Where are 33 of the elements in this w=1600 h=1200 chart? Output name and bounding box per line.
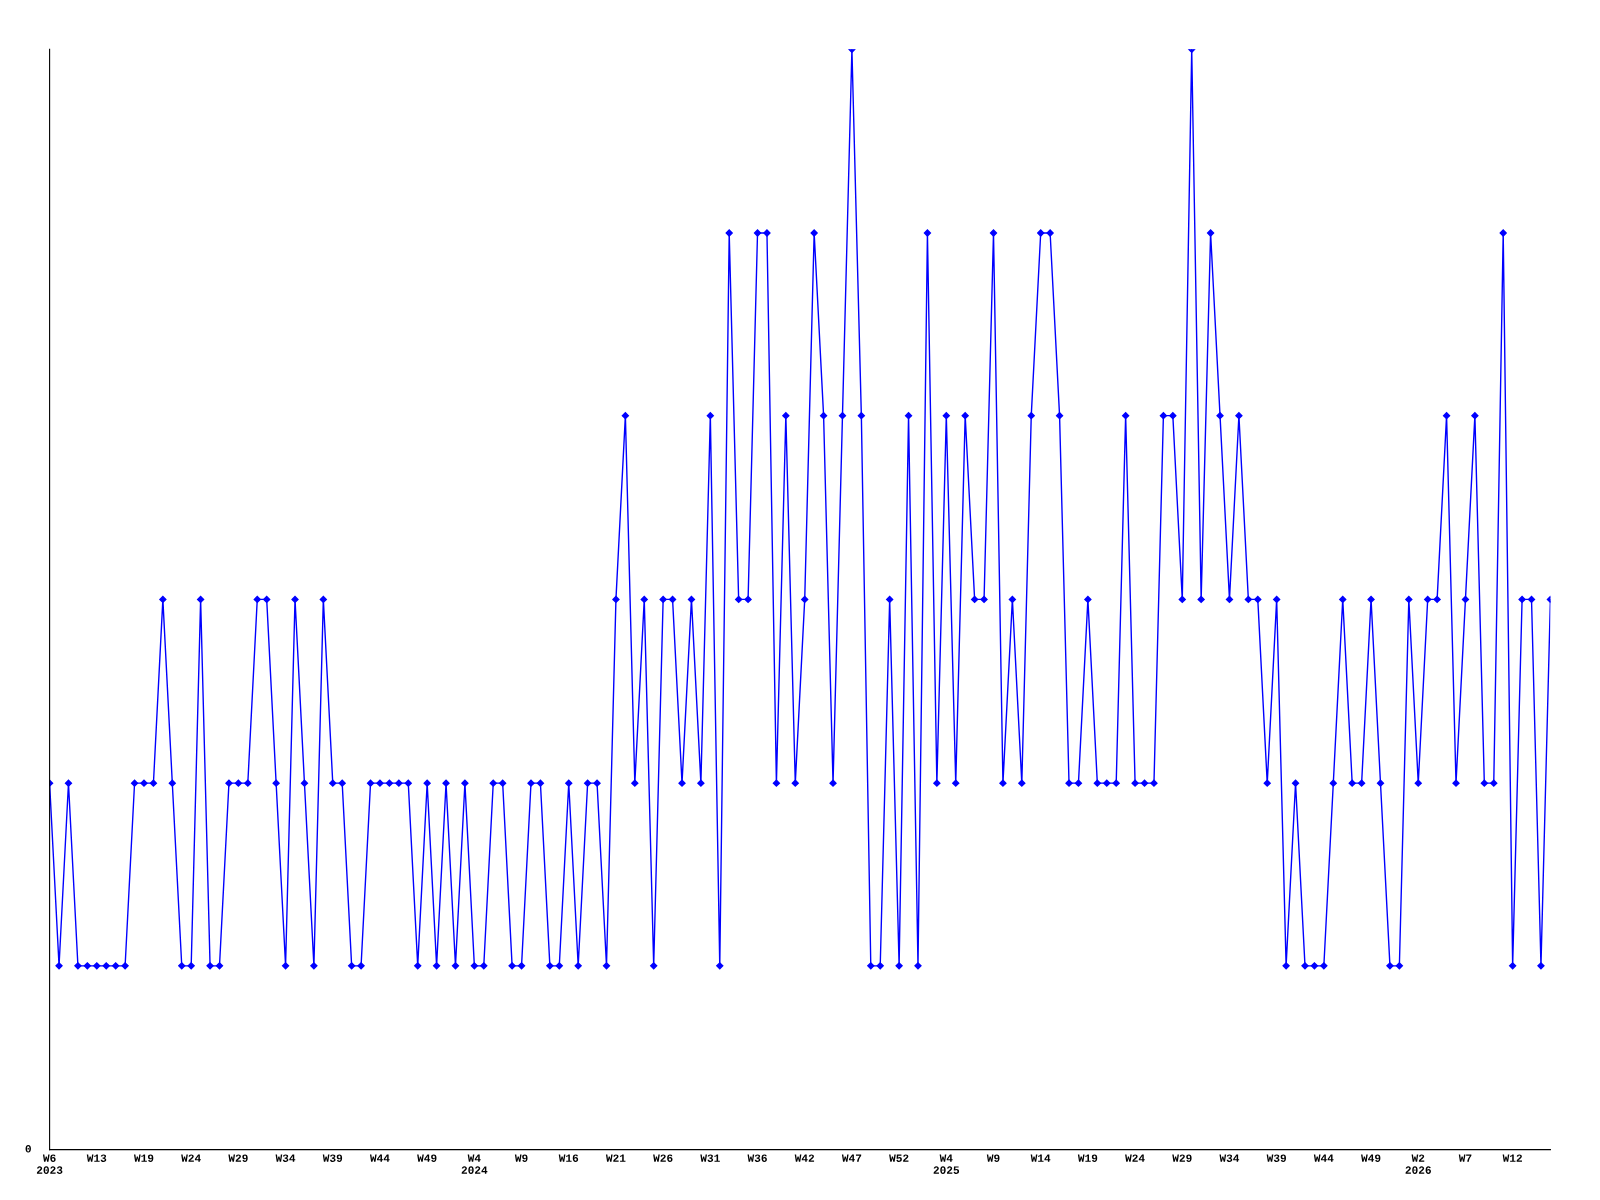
x-tick-label: W21 — [605, 1154, 626, 1162]
x-tick-label: W16 — [558, 1154, 579, 1162]
x-tick-label: W34 — [275, 1154, 296, 1162]
x-tick-label: W29 — [1172, 1154, 1192, 1162]
x-tick-label: W49 — [1361, 1154, 1381, 1162]
x-tick-label: W47 — [841, 1154, 862, 1162]
x-tick-label: W42 — [794, 1154, 815, 1162]
x-tick-label: W13 — [86, 1154, 107, 1162]
x-tick-label: W39 — [1266, 1154, 1286, 1162]
text: 0 — [25, 1145, 31, 1153]
x-tick-label: W9 — [514, 1154, 528, 1162]
x-tick-label: W9 — [986, 1154, 1000, 1162]
x-tick-label: W2 2026 — [1405, 1154, 1431, 1174]
x-tick-label: W6 2023 — [36, 1154, 63, 1174]
x-tick-label: W24 — [1125, 1154, 1145, 1162]
x-tick-label: W4 2025 — [933, 1154, 960, 1174]
x-tick-label: W49 — [417, 1154, 437, 1162]
x-tick-label: W31 — [700, 1154, 720, 1162]
x-tick-label: W36 — [747, 1154, 767, 1162]
x-tick-label: W19 — [133, 1154, 154, 1162]
x-tick-label: W44 — [1313, 1154, 1334, 1162]
x-tick-label: W34 — [1219, 1154, 1240, 1162]
x-tick-label: W7 — [1458, 1154, 1472, 1162]
x-tick-label: W12 — [1502, 1154, 1522, 1162]
x-tick-label: W44 — [369, 1154, 390, 1162]
x-tick-label: W52 — [889, 1154, 909, 1162]
x-tick-label: W29 — [228, 1154, 248, 1162]
x-tick-label: W39 — [322, 1154, 343, 1162]
x-tick-label: W14 — [1030, 1154, 1051, 1162]
x-tick-label: W4 2024 — [461, 1154, 488, 1174]
x-tick-label: W24 — [181, 1154, 201, 1162]
x-tick-label: W26 — [653, 1154, 673, 1162]
x-tick-label: W19 — [1077, 1154, 1098, 1162]
